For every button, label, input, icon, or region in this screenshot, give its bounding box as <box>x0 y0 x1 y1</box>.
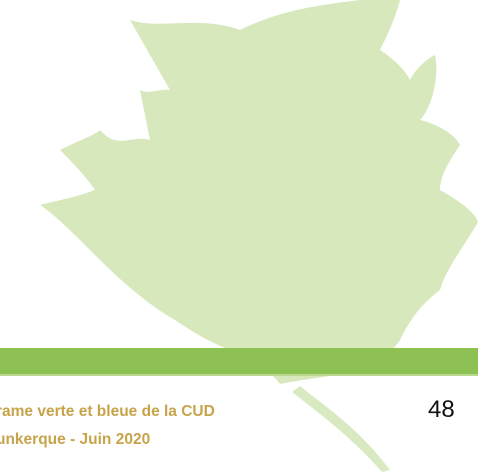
footer-caption: rame verte et bleue de la CUD unkerque -… <box>0 398 215 454</box>
footer-line-1: rame verte et bleue de la CUD <box>0 403 215 420</box>
page-number: 48 <box>428 396 455 423</box>
footer-line-2: unkerque - Juin 2020 <box>0 431 151 448</box>
footer-band <box>0 348 478 374</box>
footer-band-accent <box>0 374 478 376</box>
